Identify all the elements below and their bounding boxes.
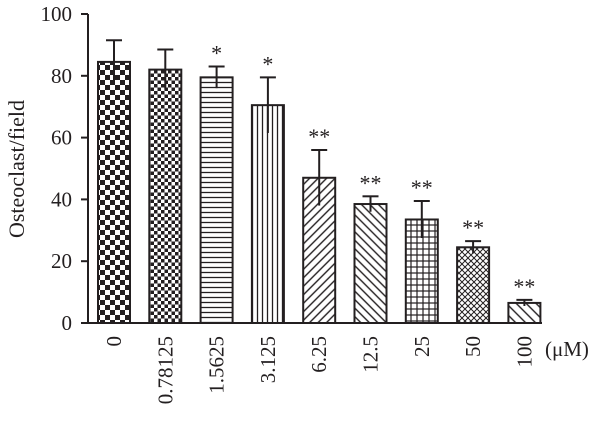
bar bbox=[148, 68, 183, 325]
y-tick-label: 0 bbox=[62, 311, 73, 335]
significance-mark: ** bbox=[308, 124, 330, 149]
y-tick-label: 80 bbox=[51, 64, 72, 88]
y-tick-label: 20 bbox=[51, 249, 72, 273]
bar bbox=[250, 104, 285, 324]
error-bars bbox=[106, 39, 533, 307]
y-ticks: 0 20 40 60 80 100 bbox=[41, 2, 88, 335]
y-tick-label: 60 bbox=[51, 126, 72, 150]
x-tick-label: 1.5625 bbox=[205, 336, 229, 394]
significance-mark: ** bbox=[411, 175, 433, 200]
x-tick-label: 0.78125 bbox=[153, 336, 177, 404]
bars bbox=[97, 60, 542, 325]
x-tick-label: 50 bbox=[461, 336, 485, 357]
y-axis-title: Osteoclast/field bbox=[4, 100, 29, 238]
x-tick-label: 25 bbox=[410, 336, 434, 357]
x-tick-label: 0 bbox=[102, 336, 126, 347]
y-tick-label: 40 bbox=[51, 187, 72, 211]
significance-mark: ** bbox=[513, 274, 535, 299]
x-tick-labels: 0 0.78125 1.5625 3.125 6.25 12.5 25 50 100 bbox=[102, 336, 536, 404]
y-tick-label: 100 bbox=[41, 2, 73, 26]
significance-mark: * bbox=[262, 51, 273, 76]
significance-mark: ** bbox=[462, 215, 484, 240]
bar bbox=[456, 246, 491, 324]
significance-mark: ** bbox=[360, 170, 382, 195]
x-tick-label: 12.5 bbox=[359, 336, 383, 373]
bar bbox=[199, 76, 234, 324]
bar bbox=[353, 203, 388, 324]
x-unit-label: (μM) bbox=[545, 337, 589, 361]
significance-marks: * ***** ****** bbox=[211, 41, 535, 299]
x-tick-label: 100 bbox=[512, 336, 536, 368]
x-tick-label: 3.125 bbox=[256, 336, 280, 383]
significance-mark: * bbox=[211, 41, 222, 66]
bar bbox=[97, 60, 131, 325]
x-tick-label: 6.25 bbox=[307, 336, 331, 373]
